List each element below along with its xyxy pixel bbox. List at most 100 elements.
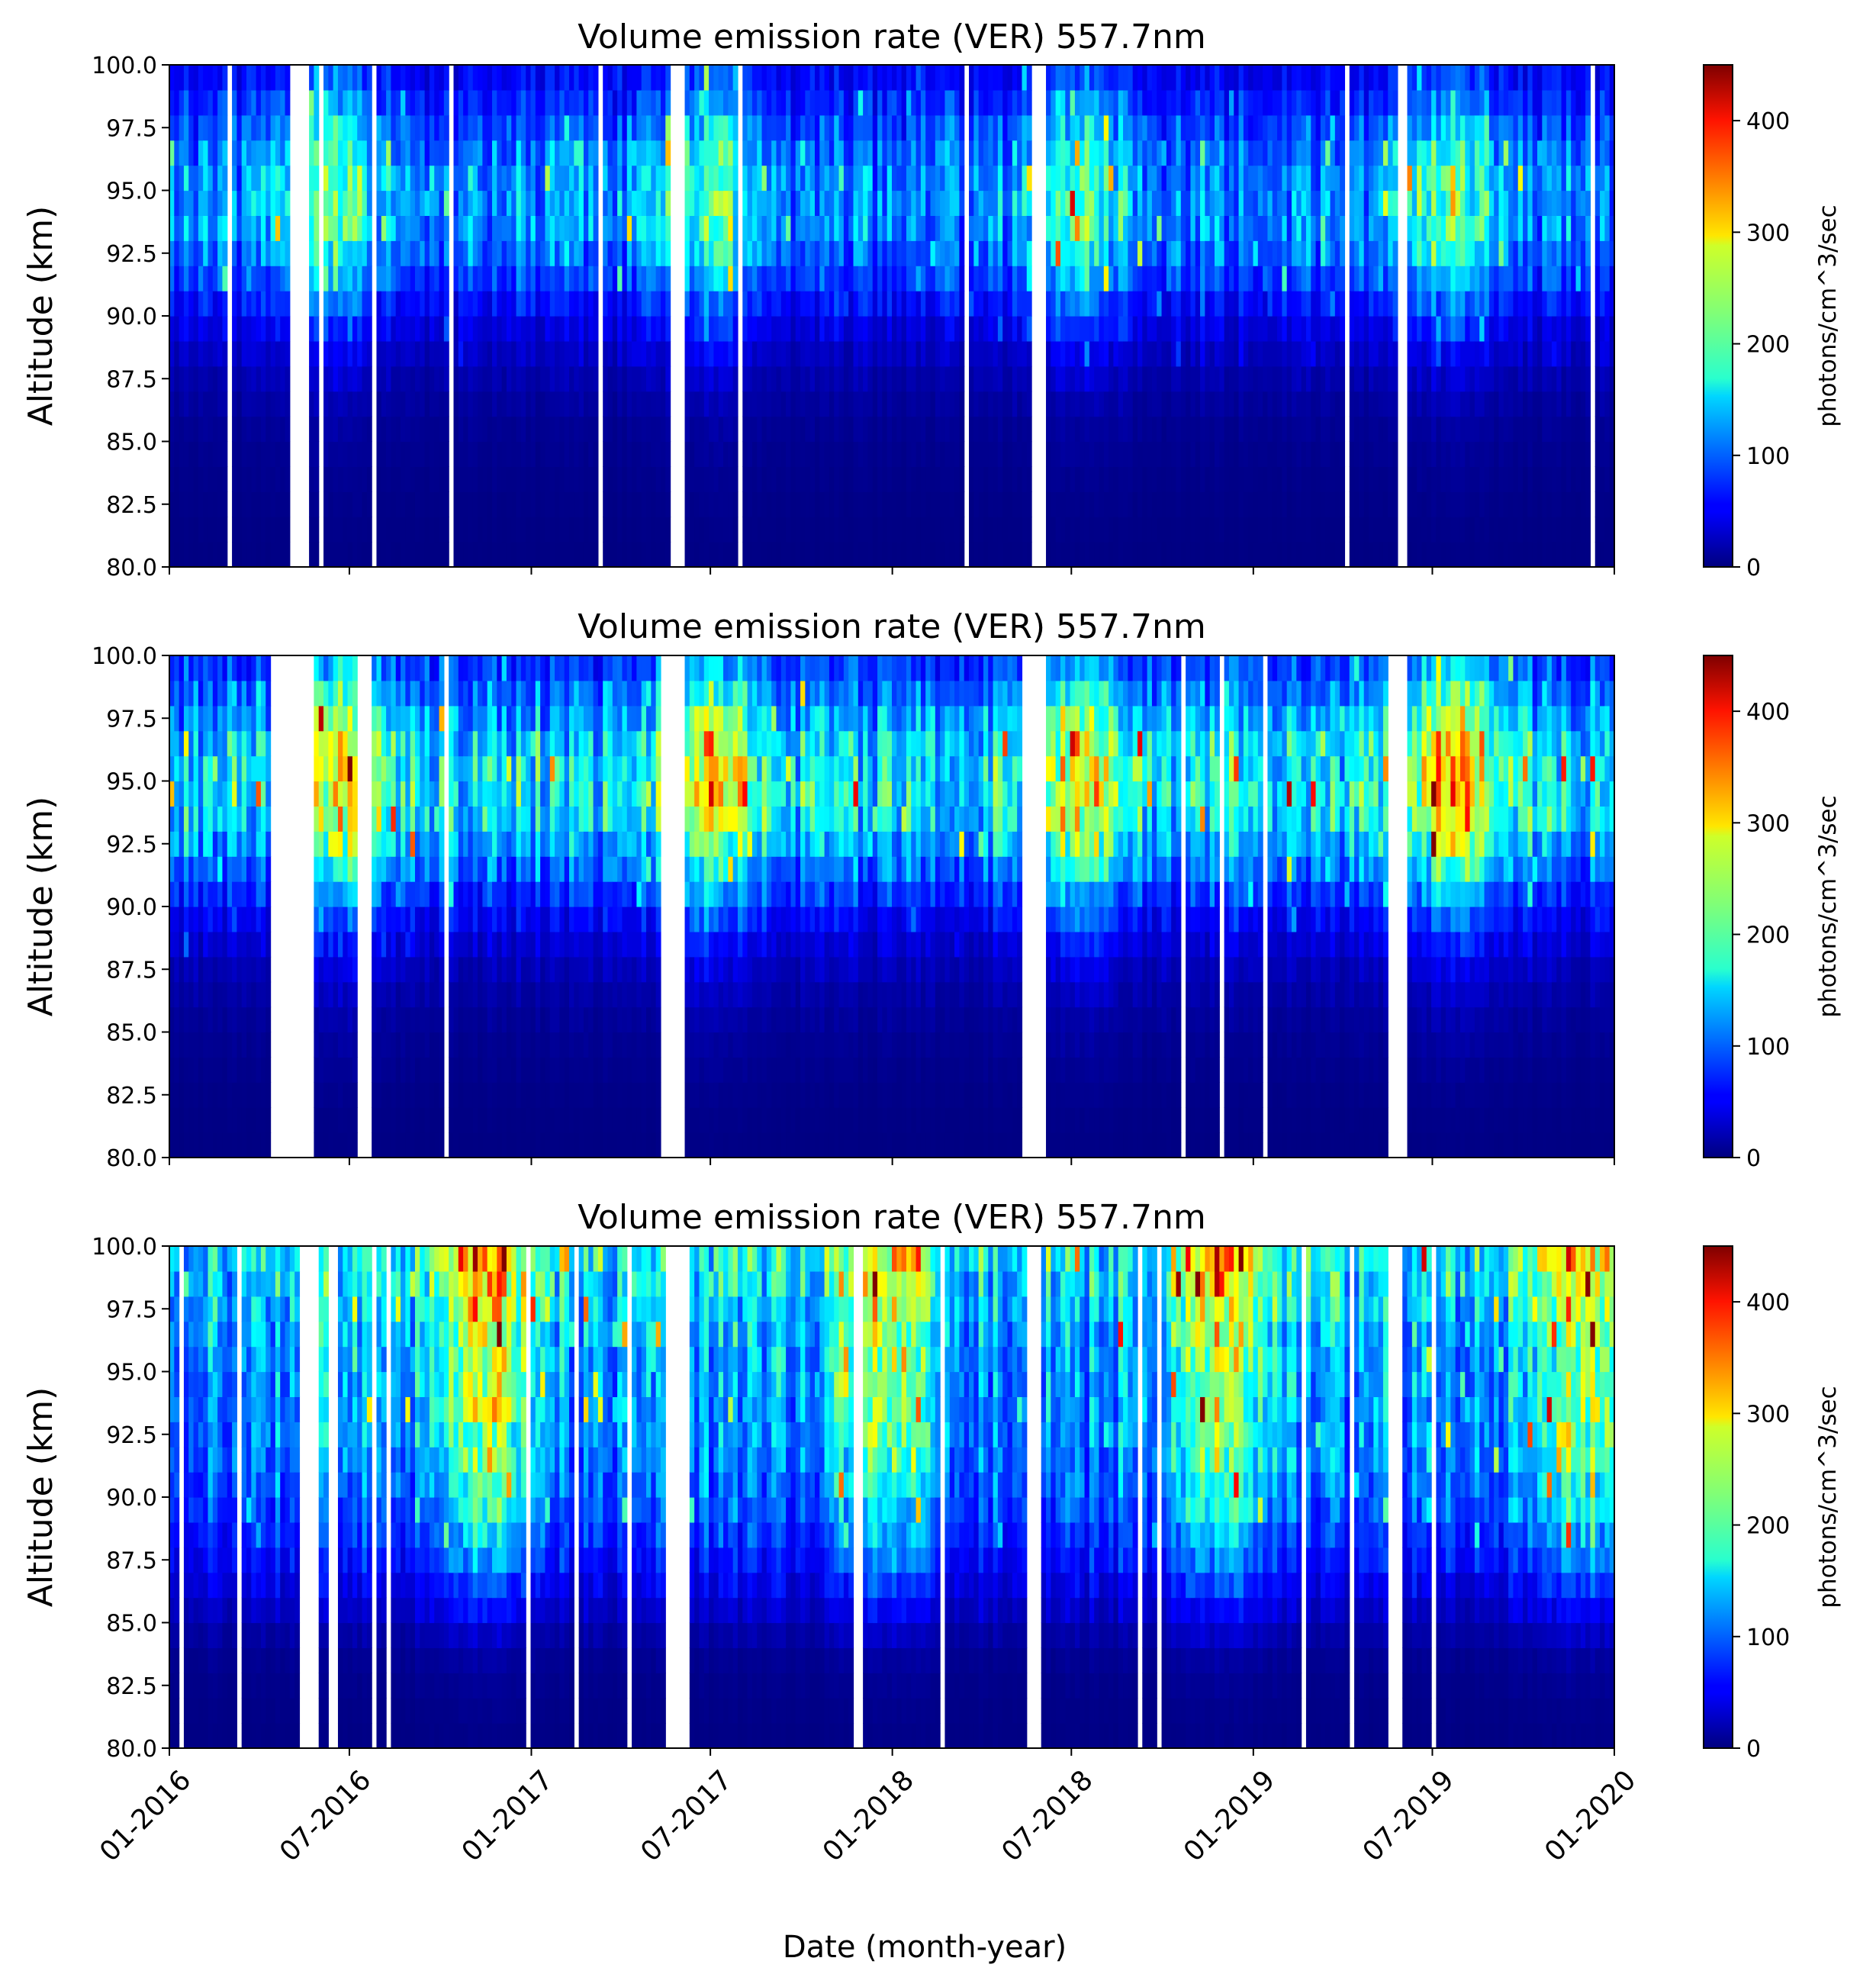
heatmap-cell: [858, 140, 864, 166]
heatmap-cell: [366, 542, 372, 568]
heatmap-cell: [771, 542, 777, 568]
heatmap-cell: [877, 416, 883, 443]
heatmap-cell: [1186, 466, 1192, 492]
heatmap-cell: [237, 240, 243, 266]
heatmap-cell: [395, 542, 401, 568]
heatmap-cell: [766, 466, 772, 492]
heatmap-cell: [940, 391, 946, 417]
heatmap-cell: [1190, 266, 1196, 291]
heatmap-cell: [1417, 165, 1423, 192]
heatmap-cell: [198, 65, 204, 91]
heatmap-cell: [212, 65, 218, 91]
heatmap-cell: [751, 266, 758, 291]
heatmap-cell: [915, 441, 922, 467]
heatmap-cell: [1103, 365, 1109, 392]
heatmap-cell: [1382, 416, 1388, 443]
heatmap-cell: [1214, 365, 1220, 392]
heatmap-cell: [632, 240, 637, 266]
heatmap-cell: [535, 89, 541, 116]
heatmap-cell: [805, 416, 811, 443]
heatmap-cell: [381, 340, 387, 367]
heatmap-cell: [1186, 89, 1192, 116]
heatmap-cell: [478, 365, 483, 392]
heatmap-cell: [612, 215, 618, 241]
heatmap-cell: [1440, 316, 1446, 342]
heatmap-cell: [1113, 416, 1119, 443]
heatmap-cell: [362, 441, 368, 467]
heatmap-cell: [256, 316, 262, 342]
heatmap-cell: [1017, 542, 1023, 568]
heatmap-cell: [887, 65, 893, 91]
heatmap-cell: [386, 190, 392, 216]
heatmap-cell: [1340, 190, 1346, 216]
heatmap-cell: [1186, 240, 1192, 266]
heatmap-cell: [1214, 291, 1220, 317]
heatmap-cell: [906, 165, 912, 192]
heatmap-cell: [1354, 89, 1360, 116]
heatmap-cell: [1450, 491, 1456, 517]
heatmap-cell: [732, 165, 738, 192]
heatmap-cell: [458, 114, 464, 141]
heatmap-cell: [1060, 542, 1066, 568]
heatmap-cell: [1325, 89, 1331, 116]
heatmap-cell: [285, 340, 291, 367]
heatmap-cell: [795, 240, 801, 266]
heatmap-cell: [1340, 316, 1346, 342]
heatmap-cell: [949, 340, 955, 367]
heatmap-cell: [174, 89, 180, 116]
heatmap-cell: [718, 165, 724, 192]
heatmap-cell: [1363, 365, 1369, 392]
heatmap-cell: [501, 89, 507, 116]
heatmap-cell: [1277, 291, 1282, 317]
heatmap-cell: [935, 266, 941, 291]
heatmap-cell: [747, 441, 753, 467]
heatmap-cell: [930, 441, 936, 467]
heatmap-cell: [969, 114, 974, 141]
heatmap-cell: [1046, 215, 1051, 241]
heatmap-cell: [337, 441, 343, 467]
heatmap-cell: [241, 89, 247, 116]
heatmap-cell: [1334, 89, 1340, 116]
heatmap-cell: [978, 316, 984, 342]
heatmap-cell: [1411, 491, 1417, 517]
heatmap-cell: [472, 340, 478, 367]
heatmap-cell: [410, 114, 416, 141]
heatmap-cell: [834, 65, 840, 91]
heatmap-cell: [819, 89, 825, 116]
heatmap-cell: [1171, 114, 1177, 141]
heatmap-cell: [1200, 190, 1205, 216]
heatmap-cell: [453, 441, 459, 467]
heatmap-cell: [323, 190, 329, 216]
heatmap-cell: [439, 391, 445, 417]
heatmap-cell: [814, 441, 820, 467]
heatmap-cell: [540, 340, 546, 367]
heatmap-cell: [458, 190, 464, 216]
heatmap-cell: [424, 441, 430, 467]
heatmap-cell: [790, 190, 796, 216]
heatmap-cell: [1123, 240, 1128, 266]
heatmap-cell: [169, 215, 175, 241]
heatmap-cell: [555, 89, 560, 116]
heatmap-cell: [824, 542, 830, 568]
heatmap-cell: [1161, 365, 1167, 392]
heatmap-cell: [959, 491, 965, 517]
heatmap-cell: [1209, 114, 1215, 141]
heatmap-cell: [1407, 416, 1413, 443]
heatmap-cell: [203, 340, 209, 367]
heatmap-cell: [1354, 542, 1360, 568]
heatmap-cell: [728, 114, 734, 141]
heatmap-cell: [174, 114, 180, 141]
heatmap-cell: [1426, 340, 1432, 367]
heatmap-cell: [1421, 114, 1427, 141]
heatmap-cell: [1205, 416, 1211, 443]
heatmap-cell: [1440, 441, 1446, 467]
heatmap-cell: [641, 240, 647, 266]
heatmap-cell: [636, 416, 642, 443]
heatmap-cell: [1330, 466, 1336, 492]
heatmap-cell: [1171, 340, 1177, 367]
heatmap-cell: [569, 240, 574, 266]
heatmap-cell: [376, 240, 382, 266]
heatmap-cell: [328, 140, 334, 166]
heatmap-cell: [314, 89, 320, 116]
heatmap-cell: [892, 416, 897, 443]
